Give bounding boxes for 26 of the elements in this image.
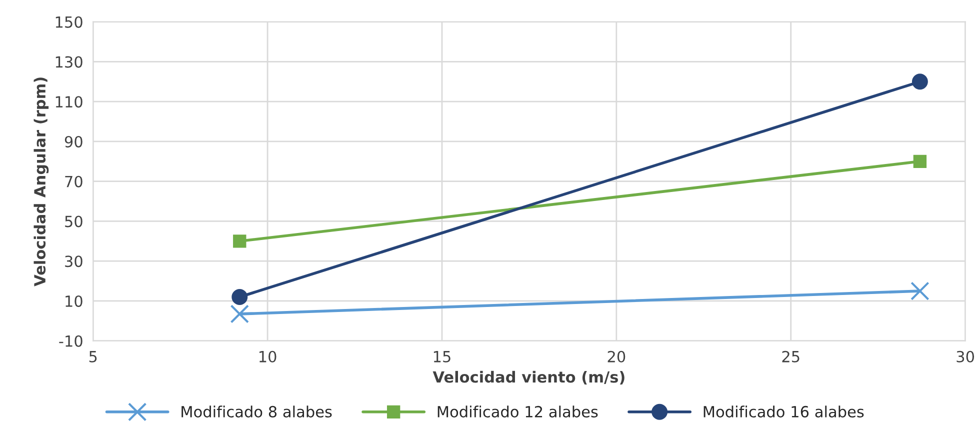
point [232,289,248,305]
x-tick-label: 5 [89,351,97,362]
point [230,304,250,324]
y-tick-label: 50 [65,216,82,228]
y-tick-label: 70 [65,176,82,188]
point [233,234,246,248]
y-tick-label: 90 [64,136,82,148]
x-tick-label: 25 [782,350,800,362]
y-tick-label: 150 [56,16,82,28]
point [912,74,928,90]
x-tick-label: 15 [434,351,450,362]
x-tick-label: 10 [260,350,276,362]
y-tick-label: 130 [56,56,82,68]
x-tick-label: 20 [608,350,626,362]
legend-label: Modificado 16 alabes [704,406,864,418]
y-tick-label: 10 [66,295,82,308]
legend-label: Modificado 12 alabes [438,406,598,418]
legend-label: Modificado 8 alabes [182,406,332,418]
y-tick-label: -10 [59,335,82,347]
point [910,282,930,300]
point [913,154,927,168]
y-axis-title: Velocidad Angular (rpm) [34,78,49,286]
x-tick-label: 30 [956,350,974,362]
y-tick-label: 110 [56,96,82,108]
y-tick-label: 30 [65,256,82,268]
x-axis-title: Velocidad viento (m/s) [432,370,624,385]
